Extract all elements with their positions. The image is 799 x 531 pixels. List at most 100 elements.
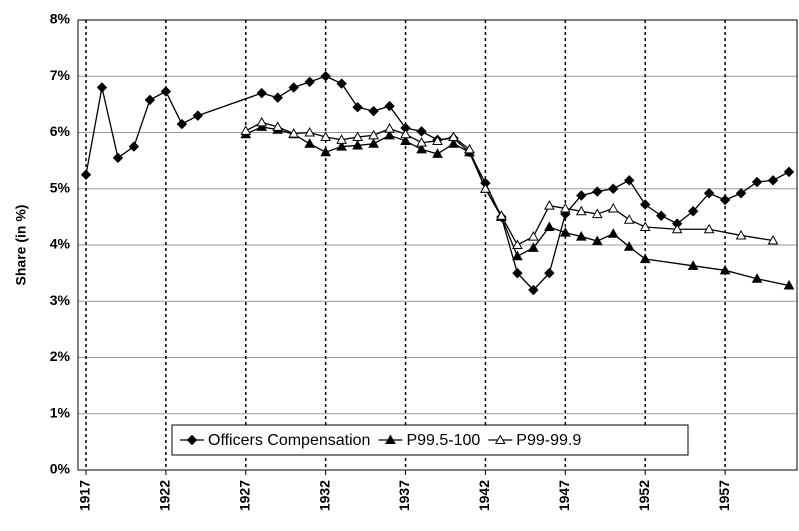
series-line xyxy=(85,75,790,291)
data-point xyxy=(687,260,699,270)
data-point xyxy=(448,131,459,141)
data-point xyxy=(607,202,619,213)
data-point xyxy=(352,131,363,141)
data-point xyxy=(336,78,347,89)
data-point xyxy=(336,141,347,151)
y-tick-label: 1% xyxy=(50,404,71,420)
data-point xyxy=(592,186,603,197)
data-point xyxy=(559,227,571,237)
legend-marker xyxy=(186,434,198,446)
data-point xyxy=(416,137,427,147)
data-point xyxy=(528,231,539,241)
data-point xyxy=(543,200,555,210)
data-point xyxy=(384,100,395,112)
data-point xyxy=(639,253,651,264)
data-point xyxy=(272,92,283,103)
data-point xyxy=(384,123,395,133)
legend-label: Officers Compensation xyxy=(208,432,370,449)
data-point xyxy=(352,139,363,150)
data-point xyxy=(575,205,587,216)
data-point xyxy=(719,264,731,275)
legend-marker xyxy=(494,434,506,444)
y-axis-label: Share (in %) xyxy=(13,205,29,286)
data-point xyxy=(528,242,539,252)
x-tick-label: 1937 xyxy=(396,480,412,511)
legend: Officers Compensation P99.5-100 P99-99.9 xyxy=(171,424,689,456)
data-point xyxy=(352,101,363,113)
data-point xyxy=(96,82,108,93)
y-tick-label: 5% xyxy=(50,179,71,195)
data-point xyxy=(783,279,795,290)
data-point xyxy=(480,183,491,193)
data-point xyxy=(304,138,316,148)
data-point xyxy=(112,152,124,164)
data-point xyxy=(320,71,331,82)
data-point xyxy=(543,221,555,231)
y-tick-label: 0% xyxy=(50,461,71,477)
data-point xyxy=(80,169,92,180)
data-point xyxy=(735,229,747,240)
legend-marker xyxy=(385,434,396,444)
data-point xyxy=(591,208,603,219)
y-tick-label: 3% xyxy=(50,292,71,308)
data-point xyxy=(624,175,635,186)
x-tick-label: 1922 xyxy=(157,480,173,511)
data-point xyxy=(288,82,299,93)
legend-box xyxy=(171,424,689,456)
data-point xyxy=(608,183,619,194)
x-tick-label: 1952 xyxy=(636,480,652,511)
data-point xyxy=(607,228,619,238)
data-point xyxy=(304,126,316,137)
data-point xyxy=(272,121,284,131)
data-point xyxy=(751,273,763,283)
data-point xyxy=(416,126,427,137)
data-point xyxy=(464,143,475,154)
x-tick-label: 1957 xyxy=(716,480,732,511)
data-point xyxy=(671,223,683,234)
data-point xyxy=(512,250,523,261)
data-point xyxy=(432,135,443,145)
data-point xyxy=(160,86,172,97)
data-point xyxy=(544,267,555,279)
y-tick-label: 4% xyxy=(50,236,71,252)
x-tick-label: 1917 xyxy=(77,480,93,511)
y-tick-label: 7% xyxy=(50,67,71,83)
data-point xyxy=(751,176,763,188)
data-point xyxy=(687,206,699,217)
data-point xyxy=(128,141,140,152)
x-tick-label: 1942 xyxy=(476,480,492,511)
data-point xyxy=(623,241,635,251)
data-point xyxy=(320,146,332,157)
data-point xyxy=(512,239,523,249)
x-tick-label: 1927 xyxy=(236,480,252,511)
data-point xyxy=(639,221,651,231)
y-tick-label: 6% xyxy=(50,123,71,139)
y-tick-label: 2% xyxy=(50,348,71,364)
data-point xyxy=(448,138,459,148)
data-point xyxy=(576,190,587,201)
data-point xyxy=(368,129,379,140)
data-point xyxy=(320,131,332,141)
data-point xyxy=(735,188,747,199)
data-point xyxy=(783,166,795,178)
data-point xyxy=(192,110,204,121)
data-point xyxy=(767,234,779,245)
data-point xyxy=(304,76,315,88)
data-point xyxy=(767,175,779,186)
data-point xyxy=(719,194,731,206)
data-point xyxy=(496,210,507,220)
data-point xyxy=(575,231,587,241)
data-point xyxy=(703,223,715,234)
data-point xyxy=(623,214,635,224)
legend-label: P99-99.9 xyxy=(516,432,581,449)
data-point xyxy=(336,134,347,144)
data-point xyxy=(176,118,188,130)
legend-label: P99.5-100 xyxy=(406,432,480,449)
data-point xyxy=(256,116,268,127)
data-point xyxy=(400,135,411,145)
x-tick-label: 1932 xyxy=(316,480,332,511)
data-point xyxy=(559,202,571,213)
data-point xyxy=(640,199,651,210)
data-point xyxy=(432,148,443,158)
